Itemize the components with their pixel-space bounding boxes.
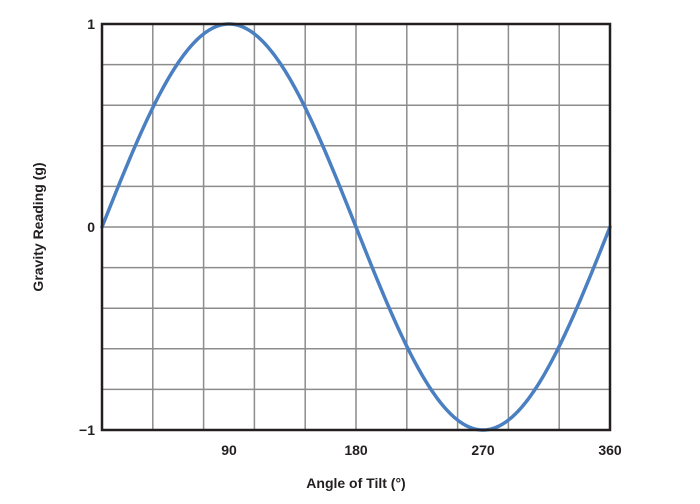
y-tick-label: −1 [79,422,95,438]
sine-curve-layer [100,22,612,432]
y-tick-label: 0 [87,219,95,235]
y-axis-title: Gravity Reading (g) [30,162,46,291]
sine-curve [100,22,612,432]
plot-frame [100,22,612,432]
x-tick-label: 270 [471,442,495,458]
x-axis-title: Angle of Tilt (°) [306,475,405,491]
x-tick-label: 180 [344,442,368,458]
y-tick-label: 1 [87,16,95,32]
y-axis-tick-labels: −1 0 1 [79,16,95,438]
x-tick-label: 360 [598,442,622,458]
x-axis-tick-labels: 90 180 270 360 [221,442,622,458]
x-tick-label: 90 [221,442,237,458]
